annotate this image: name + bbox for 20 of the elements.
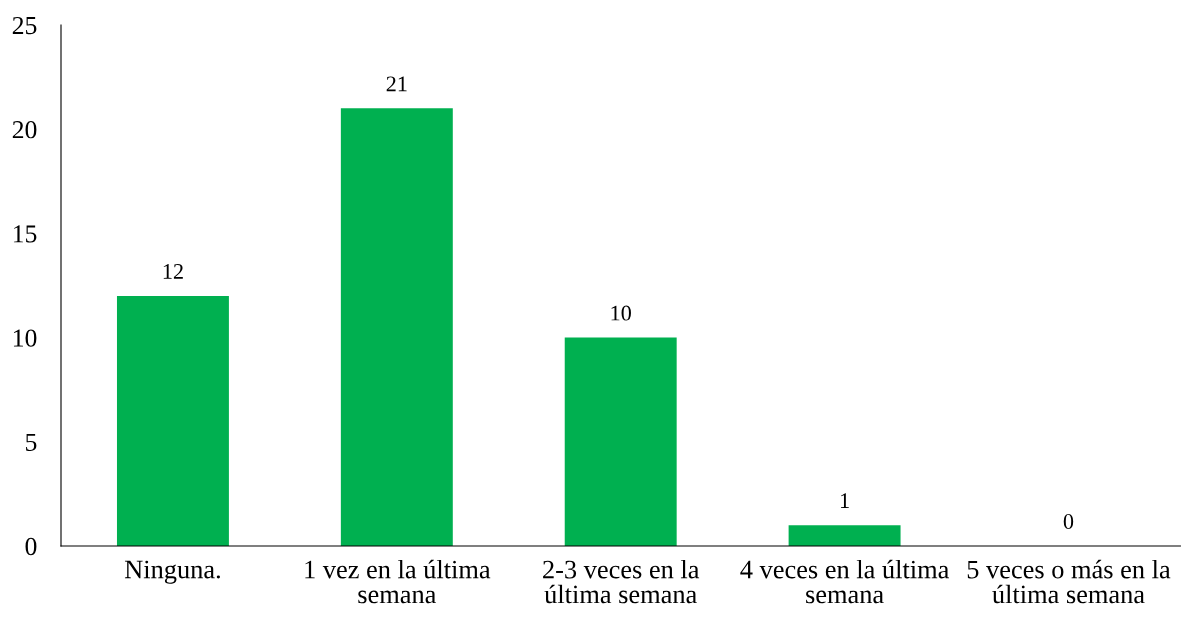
y-tick-label: 25 — [12, 16, 37, 35]
data-label: 10 — [611, 305, 631, 321]
y-tick-label: 20 — [12, 121, 37, 139]
x-tick-label: 2-3 veces en la última semana — [543, 559, 700, 604]
y-tick-label: 10 — [13, 329, 37, 347]
x-tick-label: Ninguna. — [124, 560, 220, 584]
x-tick-label: 4 veces en la última semana — [740, 559, 949, 604]
data-label: 0 — [1063, 513, 1074, 529]
y-tick-label: 15 — [13, 225, 37, 243]
bar — [564, 337, 677, 546]
data-label: 12 — [163, 263, 183, 279]
bar — [116, 295, 229, 546]
bar — [788, 525, 901, 546]
data-label: 1 — [840, 493, 849, 508]
y-tick-label: 5 — [26, 433, 37, 451]
data-label: 21 — [386, 76, 407, 92]
x-tick-label: 5 veces o más en la última semana — [967, 559, 1171, 604]
y-tick-label: 0 — [25, 537, 37, 556]
bar — [340, 108, 453, 546]
x-tick-label: 1 vez en la última semana — [305, 559, 491, 604]
